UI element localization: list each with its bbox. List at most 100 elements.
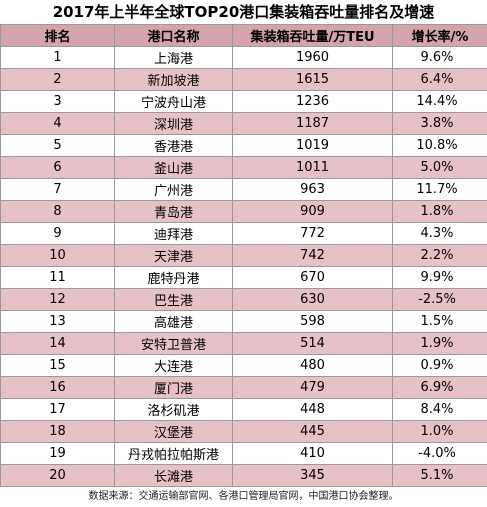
growth-rate-cell: -4.0% bbox=[392, 442, 487, 465]
rank-cell: 7 bbox=[0, 178, 115, 201]
growth-rate-cell: 8.4% bbox=[392, 398, 487, 421]
table-row: 17 洛杉矶港 448 8.4% bbox=[0, 398, 487, 421]
port-name-cell: 巴生港 bbox=[114, 288, 233, 311]
rank-cell: 13 bbox=[0, 310, 115, 333]
throughput-cell: 480 bbox=[232, 354, 393, 377]
table-row: 2 新加坡港 1615 6.4% bbox=[0, 68, 487, 91]
growth-rate-cell: 9.6% bbox=[392, 46, 487, 69]
throughput-cell: 1960 bbox=[232, 46, 393, 69]
growth-rate-cell: -2.5% bbox=[392, 288, 487, 311]
table-body: 1 上海港 1960 9.6% 2 新加坡港 1615 6.4% 3 宁波舟山港 1236 14.4%… bbox=[0, 46, 487, 487]
throughput-cell: 410 bbox=[232, 442, 393, 465]
port-name-cell: 厦门港 bbox=[114, 376, 233, 399]
port-name-cell: 大连港 bbox=[114, 354, 233, 377]
rank-cell: 14 bbox=[0, 332, 115, 355]
throughput-cell: 345 bbox=[232, 464, 393, 487]
rank-cell: 17 bbox=[0, 398, 115, 421]
growth-rate-cell: 5.0% bbox=[392, 156, 487, 179]
port-name-cell: 新加坡港 bbox=[114, 68, 233, 91]
rank-cell: 3 bbox=[0, 90, 115, 113]
source-note: 数据来源：交通运输部官网、各港口管理局官网，中国港口协会整理。 bbox=[88, 491, 399, 502]
rank-cell: 15 bbox=[0, 354, 115, 377]
throughput-cell: 909 bbox=[232, 200, 393, 223]
table-row: 11 鹿特丹港 670 9.9% bbox=[0, 266, 487, 289]
growth-rate-cell: 4.3% bbox=[392, 222, 487, 245]
table-row: 6 釜山港 1011 5.0% bbox=[0, 156, 487, 179]
rank-cell: 6 bbox=[0, 156, 115, 179]
table-row: 9 迪拜港 772 4.3% bbox=[0, 222, 487, 245]
throughput-cell: 1187 bbox=[232, 112, 393, 135]
table-row: 7 广州港 963 11.7% bbox=[0, 178, 487, 201]
page-title: 2017年上半年全球TOP20港口集装箱吞吐量排名及增速 bbox=[52, 3, 435, 21]
rank-cell: 9 bbox=[0, 222, 115, 245]
throughput-cell: 1236 bbox=[232, 90, 393, 113]
throughput-cell: 445 bbox=[232, 420, 393, 443]
ranking-table: 排名 港口名称 集装箱吞吐量/万TEU 增长率/% 1 上海港 1960 9.6% 2 新… bbox=[0, 24, 487, 487]
growth-rate-cell: 1.5% bbox=[392, 310, 487, 333]
growth-rate-cell: 5.1% bbox=[392, 464, 487, 487]
header-throughput: 集装箱吞吐量/万TEU bbox=[232, 24, 393, 47]
growth-rate-cell: 1.8% bbox=[392, 200, 487, 223]
throughput-cell: 670 bbox=[232, 266, 393, 289]
throughput-cell: 1011 bbox=[232, 156, 393, 179]
port-name-cell: 长滩港 bbox=[114, 464, 233, 487]
port-name-cell: 汉堡港 bbox=[114, 420, 233, 443]
port-name-cell: 鹿特丹港 bbox=[114, 266, 233, 289]
growth-rate-cell: 14.4% bbox=[392, 90, 487, 113]
table-row: 4 深圳港 1187 3.8% bbox=[0, 112, 487, 135]
rank-cell: 18 bbox=[0, 420, 115, 443]
growth-rate-cell: 3.8% bbox=[392, 112, 487, 135]
port-name-cell: 上海港 bbox=[114, 46, 233, 69]
table-row: 15 大连港 480 0.9% bbox=[0, 354, 487, 377]
rank-cell: 1 bbox=[0, 46, 115, 69]
growth-rate-cell: 11.7% bbox=[392, 178, 487, 201]
throughput-cell: 479 bbox=[232, 376, 393, 399]
port-name-cell: 香港港 bbox=[114, 134, 233, 157]
rank-cell: 5 bbox=[0, 134, 115, 157]
throughput-cell: 1019 bbox=[232, 134, 393, 157]
throughput-cell: 630 bbox=[232, 288, 393, 311]
rank-cell: 19 bbox=[0, 442, 115, 465]
port-name-cell: 高雄港 bbox=[114, 310, 233, 333]
table-row: 16 厦门港 479 6.9% bbox=[0, 376, 487, 399]
port-name-cell: 广州港 bbox=[114, 178, 233, 201]
growth-rate-cell: 9.9% bbox=[392, 266, 487, 289]
growth-rate-cell: 1.0% bbox=[392, 420, 487, 443]
rank-cell: 2 bbox=[0, 68, 115, 91]
table-row: 8 青岛港 909 1.8% bbox=[0, 200, 487, 223]
table-row: 18 汉堡港 445 1.0% bbox=[0, 420, 487, 443]
rank-cell: 20 bbox=[0, 464, 115, 487]
table-row: 14 安特卫普港 514 1.9% bbox=[0, 332, 487, 355]
table-row: 12 巴生港 630 -2.5% bbox=[0, 288, 487, 311]
rank-cell: 10 bbox=[0, 244, 115, 267]
header-row: 排名 港口名称 集装箱吞吐量/万TEU 增长率/% bbox=[0, 24, 487, 47]
port-name-cell: 迪拜港 bbox=[114, 222, 233, 245]
port-name-cell: 安特卫普港 bbox=[114, 332, 233, 355]
table-row: 10 天津港 742 2.2% bbox=[0, 244, 487, 267]
growth-rate-cell: 6.4% bbox=[392, 68, 487, 91]
port-name-cell: 丹戎帕拉帕斯港 bbox=[114, 442, 233, 465]
throughput-cell: 448 bbox=[232, 398, 393, 421]
rank-cell: 8 bbox=[0, 200, 115, 223]
port-name-cell: 釜山港 bbox=[114, 156, 233, 179]
throughput-cell: 742 bbox=[232, 244, 393, 267]
table-row: 1 上海港 1960 9.6% bbox=[0, 46, 487, 69]
header-rank: 排名 bbox=[0, 24, 115, 47]
table-row: 5 香港港 1019 10.8% bbox=[0, 134, 487, 157]
throughput-cell: 963 bbox=[232, 178, 393, 201]
port-name-cell: 深圳港 bbox=[114, 112, 233, 135]
throughput-cell: 1615 bbox=[232, 68, 393, 91]
port-name-cell: 宁波舟山港 bbox=[114, 90, 233, 113]
table-row: 13 高雄港 598 1.5% bbox=[0, 310, 487, 333]
port-name-cell: 青岛港 bbox=[114, 200, 233, 223]
growth-rate-cell: 10.8% bbox=[392, 134, 487, 157]
table-row: 20 长滩港 345 5.1% bbox=[0, 464, 487, 487]
table-row: 19 丹戎帕拉帕斯港 410 -4.0% bbox=[0, 442, 487, 465]
throughput-cell: 514 bbox=[232, 332, 393, 355]
rank-cell: 11 bbox=[0, 266, 115, 289]
growth-rate-cell: 6.9% bbox=[392, 376, 487, 399]
header-growth: 增长率/% bbox=[392, 24, 487, 47]
growth-rate-cell: 0.9% bbox=[392, 354, 487, 377]
header-port: 港口名称 bbox=[114, 24, 233, 47]
throughput-cell: 772 bbox=[232, 222, 393, 245]
